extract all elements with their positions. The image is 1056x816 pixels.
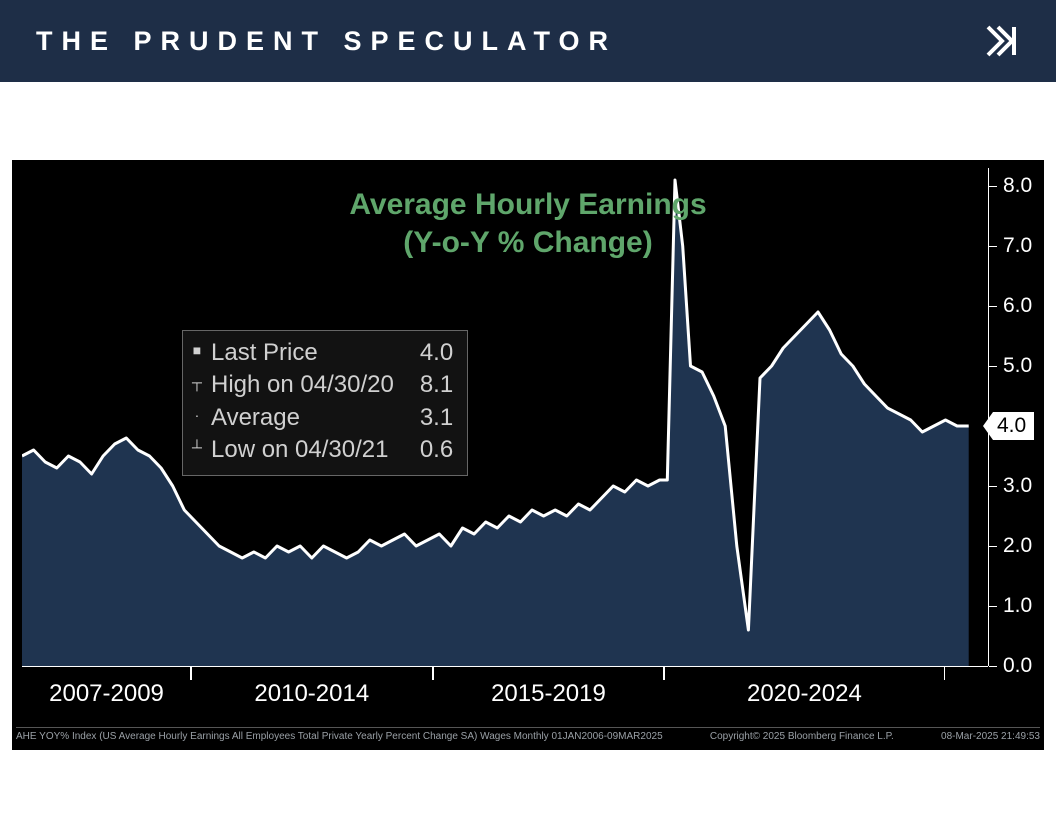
legend-row: ■Last Price4.0 [211,337,453,369]
legend-row: ·Average3.1 [211,402,453,434]
y-tick-label: 1.0 [997,594,1032,618]
footer-right: 08-Mar-2025 21:49:53 [941,731,1040,742]
x-axis-segment: 2015-2019 [433,666,665,708]
page-header: THE PRUDENT SPECULATOR [0,0,1056,82]
x-axis: 2007-20092010-20142015-20192020-2024 [22,666,988,718]
y-tick-label: 0.0 [997,654,1032,678]
x-segment-label: 2015-2019 [433,666,665,708]
y-tick-label: 8.0 [997,174,1032,198]
legend-symbol-icon: ┴ [191,438,203,457]
y-tick: 8.0 [989,174,1032,198]
y-tick-label: 5.0 [997,354,1032,378]
x-axis-segment: 2007-2009 [22,666,191,708]
brand-logo-icon [984,23,1020,59]
x-axis-segment: 2010-2014 [191,666,433,708]
chart-wrapper: Average Hourly Earnings (Y-o-Y % Change)… [0,82,1056,750]
y-tick: 5.0 [989,354,1032,378]
y-tick-label: 6.0 [997,294,1032,318]
y-tick: 7.0 [989,234,1032,258]
x-separator [191,666,192,680]
y-tick: 2.0 [989,534,1032,558]
x-segment-label: 2020-2024 [664,666,944,708]
y-tick: 6.0 [989,294,1032,318]
legend-value: 3.1 [420,402,453,434]
tick-mark [989,606,997,607]
y-tick: 0.0 [989,654,1032,678]
tick-mark [989,666,997,667]
y-tick-label: 7.0 [997,234,1032,258]
legend-symbol-icon: ┬ [191,373,203,392]
legend-label: Low on 04/30/21 [211,434,388,466]
footer-left: AHE YOY% Index (US Average Hourly Earnin… [16,731,663,742]
legend-row: ┴Low on 04/30/210.6 [211,434,453,466]
legend-label: Average [211,402,300,434]
legend-value: 8.1 [420,369,453,401]
legend-symbol-icon: · [191,406,203,425]
chart-footer: AHE YOY% Index (US Average Hourly Earnin… [16,727,1040,742]
tick-mark [989,306,997,307]
legend-symbol-icon: ■ [191,341,203,360]
y-tick: 3.0 [989,474,1032,498]
y-tick-label: 3.0 [997,474,1032,498]
tick-mark [989,246,997,247]
y-tick: 1.0 [989,594,1032,618]
x-axis-segment: 2020-2024 [664,666,944,708]
marker-arrow-icon [983,412,993,440]
legend-label: High on 04/30/20 [211,369,394,401]
chart-svg [22,168,988,666]
x-segment-label: 2007-2009 [22,666,191,708]
marker-value: 4.0 [993,412,1034,440]
legend-label: Last Price [211,337,318,369]
legend-value: 0.6 [420,434,453,466]
plot-area [22,168,988,666]
x-segment-label: 2010-2014 [191,666,433,708]
legend-value: 4.0 [420,337,453,369]
x-separator [664,666,665,680]
legend-row: ┬High on 04/30/208.1 [211,369,453,401]
brand-title: THE PRUDENT SPECULATOR [36,26,617,57]
y-tick-label: 2.0 [997,534,1032,558]
y-last-value-marker: 4.0 [983,412,1034,440]
chart-container: Average Hourly Earnings (Y-o-Y % Change)… [12,160,1044,750]
tick-mark [989,546,997,547]
x-separator [433,666,434,680]
y-axis: 0.01.02.03.04.05.06.07.08.04.0 [988,168,1044,666]
x-separator [944,666,945,680]
tick-mark [989,486,997,487]
chart-legend: ■ Last Price 4.0 ┬ High on 04/30/20 8.1 · Avera… [182,330,468,476]
footer-mid: Copyright© 2025 Bloomberg Finance L.P. [710,731,894,742]
tick-mark [989,186,997,187]
tick-mark [989,366,997,367]
